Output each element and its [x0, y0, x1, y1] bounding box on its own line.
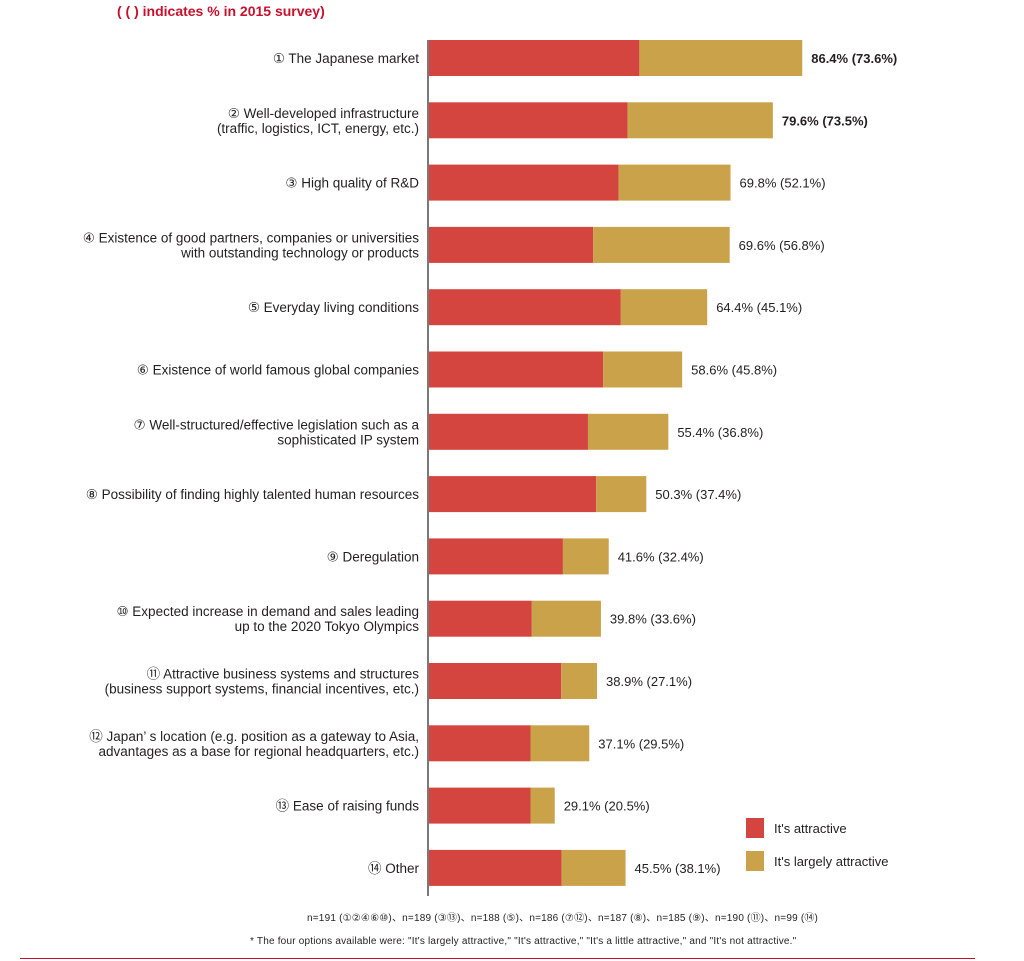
category-label-1: ① The Japanese market: [273, 51, 419, 66]
data-label-1: 86.4% (73.6%): [811, 51, 897, 66]
bar-largely-attractive-10: [531, 600, 601, 637]
bar-attractive-13: [429, 787, 531, 824]
bar-largely-attractive-14: [561, 849, 626, 886]
bar-largely-attractive-3: [618, 164, 731, 201]
category-label-5: ⑤ Everyday living conditions: [248, 300, 419, 315]
bar-largely-attractive-8: [596, 476, 647, 513]
data-label-3: 69.8% (52.1%): [740, 176, 826, 191]
category-label-2-line-2: (traffic, logistics, ICT, energy, etc.): [217, 121, 419, 136]
data-label-9: 41.6% (32.4%): [618, 549, 704, 564]
bar-largely-attractive-9: [562, 538, 609, 575]
category-label-11-line-2: (business support systems, financial inc…: [105, 682, 419, 697]
data-label-13: 29.1% (20.5%): [564, 799, 650, 814]
bar-attractive-8: [429, 476, 597, 513]
bar-largely-attractive-2: [627, 102, 773, 139]
bar-largely-attractive-13: [530, 787, 555, 824]
bar-attractive-4: [429, 226, 594, 263]
sample-size-footnote: n=191 (①②④⑥⑩)、n=189 (③⑬)、n=188 (⑤)、n=186…: [307, 913, 819, 924]
category-label-7-line-1: ⑦ Well-structured/effective legislation …: [134, 417, 420, 432]
category-label-10-line-2: up to the 2020 Tokyo Olympics: [235, 619, 420, 634]
bar-attractive-7: [429, 413, 588, 450]
category-label-13: ⑬ Ease of raising funds: [276, 799, 420, 814]
bar-attractive-2: [429, 102, 628, 139]
category-label-7-line-2: sophisticated IP system: [277, 432, 419, 447]
legend-swatch-largely-attractive: [746, 851, 764, 871]
data-label-11: 38.9% (27.1%): [606, 674, 692, 689]
data-label-6: 58.6% (45.8%): [691, 363, 777, 378]
category-label-10-line-1: ⑩ Expected increase in demand and sales …: [116, 604, 419, 619]
category-label-3: ③ High quality of R&D: [285, 176, 419, 191]
data-label-4: 69.6% (56.8%): [739, 238, 825, 253]
survey-note: ( ( ) indicates % in 2015 survey): [117, 3, 325, 19]
category-label-14: ⑭ Other: [368, 861, 420, 876]
data-label-7: 55.4% (36.8%): [677, 425, 763, 440]
bar-attractive-14: [429, 849, 562, 886]
bottom-divider: [20, 958, 975, 959]
category-label-8: ⑧ Possibility of finding highly talented…: [86, 487, 420, 502]
data-label-8: 50.3% (37.4%): [655, 487, 741, 502]
category-label-12-line-2: advantages as a base for regional headqu…: [99, 744, 419, 759]
bar-attractive-6: [429, 351, 604, 388]
data-label-12: 37.1% (29.5%): [598, 736, 684, 751]
bar-largely-attractive-7: [587, 413, 669, 450]
legend-label-largely-attractive: It's largely attractive: [774, 854, 888, 869]
bar-attractive-12: [429, 725, 531, 762]
data-label-10: 39.8% (33.6%): [610, 612, 696, 627]
category-label-9: ⑨ Deregulation: [327, 549, 419, 564]
category-label-11-line-1: ⑪ Attractive business systems and struct…: [147, 667, 420, 682]
category-label-4-line-1: ④ Existence of good partners, companies …: [83, 230, 420, 245]
bar-attractive-3: [429, 164, 619, 201]
options-footnote: * The four options available were: "It's…: [250, 936, 797, 947]
bar-attractive-10: [429, 600, 532, 637]
category-label-6: ⑥ Existence of world famous global compa…: [137, 363, 419, 378]
category-label-4-line-2: with outstanding technology or products: [180, 245, 419, 260]
bar-attractive-1: [429, 40, 640, 76]
bar-largely-attractive-4: [593, 226, 730, 263]
bar-largely-attractive-5: [620, 289, 708, 326]
bar-attractive-11: [429, 663, 562, 699]
data-label-5: 64.4% (45.1%): [716, 300, 802, 315]
bar-attractive-5: [429, 289, 621, 326]
category-label-12-line-1: ⑫ Japan’ s location (e.g. position as a …: [89, 729, 419, 744]
legend-swatch-attractive: [746, 818, 764, 838]
legend-label-attractive: It's attractive: [774, 821, 847, 836]
bar-largely-attractive-12: [530, 725, 590, 762]
category-label-2-line-1: ② Well-developed infrastructure: [228, 106, 419, 121]
data-label-2: 79.6% (73.5%): [782, 113, 868, 128]
bar-largely-attractive-1: [639, 40, 803, 76]
bar-largely-attractive-11: [561, 663, 598, 699]
bar-largely-attractive-6: [603, 351, 683, 388]
data-label-14: 45.5% (38.1%): [635, 861, 721, 876]
bar-attractive-9: [429, 538, 563, 575]
